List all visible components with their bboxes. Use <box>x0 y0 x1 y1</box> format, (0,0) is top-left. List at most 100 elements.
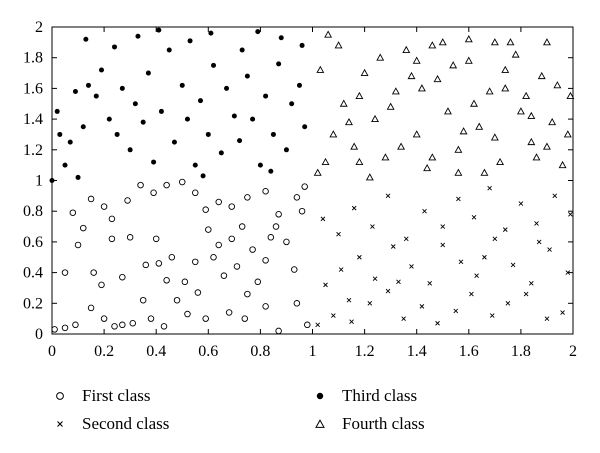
point-fourth-class <box>386 102 395 110</box>
point-third-class <box>145 70 151 76</box>
point-fourth-class <box>350 142 359 150</box>
legend: First class Second class Third class Fou… <box>0 378 600 448</box>
point-second-class <box>435 320 440 326</box>
point-fourth-class <box>334 41 343 49</box>
point-first-class <box>69 209 77 216</box>
point-fourth-class <box>475 122 484 130</box>
point-third-class <box>268 168 274 174</box>
point-first-class <box>147 315 155 322</box>
point-third-class <box>244 73 250 79</box>
point-third-class <box>151 159 157 165</box>
point-fourth-class <box>381 153 390 161</box>
point-fourth-class <box>496 157 505 166</box>
point-third-class <box>289 101 295 107</box>
point-first-class <box>87 195 95 203</box>
point-first-class <box>298 207 306 215</box>
point-second-class <box>385 288 391 294</box>
y-tick-label: 1.8 <box>23 50 43 67</box>
point-third-class <box>283 147 289 153</box>
point-second-class <box>510 262 516 268</box>
point-first-class <box>124 197 131 204</box>
point-fourth-class <box>553 81 562 89</box>
point-fourth-class <box>329 130 338 138</box>
filled-circle-icon <box>316 392 324 400</box>
point-first-class <box>194 289 202 296</box>
y-tick-label: 0.2 <box>23 295 43 312</box>
point-third-class <box>299 42 305 48</box>
legend-label: First class <box>82 386 151 405</box>
point-first-class <box>205 226 212 233</box>
point-third-class <box>57 131 63 137</box>
point-first-class <box>202 206 209 213</box>
point-first-class <box>293 194 301 201</box>
point-second-class <box>323 282 328 288</box>
point-fourth-class <box>532 153 541 161</box>
y-tick-label: 0 <box>35 326 43 343</box>
point-fourth-class <box>324 30 333 38</box>
point-fourth-class <box>516 107 525 115</box>
point-first-class <box>139 296 147 304</box>
point-fourth-class <box>480 168 489 176</box>
point-second-class <box>440 242 446 248</box>
point-first-class <box>244 194 251 201</box>
point-third-class <box>72 88 78 94</box>
point-first-class <box>74 241 82 249</box>
point-fourth-class <box>459 127 468 135</box>
point-fourth-class <box>438 38 447 46</box>
point-third-class <box>296 82 302 88</box>
point-fourth-class <box>501 65 510 73</box>
point-second-class <box>568 211 573 217</box>
point-first-class <box>173 296 181 304</box>
point-second-class <box>370 224 375 229</box>
point-fourth-class <box>371 114 379 123</box>
point-second-class <box>458 259 464 265</box>
point-fourth-class <box>464 56 473 64</box>
point-fourth-class <box>470 99 478 107</box>
point-fourth-class <box>345 117 353 126</box>
point-third-class <box>208 30 214 36</box>
point-second-class <box>487 185 492 191</box>
legend-item-second-class: Second class <box>52 412 169 436</box>
legend-item-fourth-class: Fourth class <box>312 412 425 436</box>
point-first-class <box>301 183 308 190</box>
point-fourth-class <box>537 71 546 80</box>
plot-frame <box>51 26 574 335</box>
point-third-class <box>112 44 118 50</box>
point-first-class <box>220 272 228 279</box>
point-fourth-class <box>527 137 536 146</box>
point-third-class <box>54 108 60 114</box>
point-fourth-class <box>454 145 463 153</box>
point-second-class <box>529 281 534 286</box>
x-tick-label: 0.2 <box>94 343 114 360</box>
point-first-class <box>184 310 191 318</box>
point-fourth-class <box>316 65 325 73</box>
point-third-class <box>200 173 206 179</box>
point-second-class <box>565 270 571 275</box>
x-tick-label: 0.8 <box>250 343 270 360</box>
point-first-class <box>51 326 58 333</box>
plot-axes: 0 0.2 0.4 0.6 0.8 1 1.2 1.4 1.6 1.8 2 0 0.2 0.4 0.6 0.8… <box>23 19 577 360</box>
point-second-class <box>536 239 542 245</box>
point-first-class <box>111 323 118 330</box>
legend-item-third-class: Third class <box>312 384 417 408</box>
point-second-class <box>502 227 508 232</box>
x-tick-label: 1.8 <box>511 343 531 360</box>
point-first-class <box>72 321 79 329</box>
point-first-class <box>100 315 108 322</box>
point-first-class <box>228 203 235 210</box>
point-first-class <box>90 269 97 276</box>
point-third-class <box>270 131 276 137</box>
point-third-class <box>239 47 245 53</box>
x-tick-label: 1.2 <box>355 343 375 360</box>
point-first-class <box>304 321 311 329</box>
point-first-class <box>210 253 217 261</box>
point-second-class <box>456 196 461 202</box>
point-first-class <box>215 198 222 206</box>
x-tick-label: 1 <box>309 343 317 360</box>
point-fourth-class <box>449 61 458 69</box>
scatter-chart: 0 0.2 0.4 0.6 0.8 1 1.2 1.4 1.6 1.8 2 0 0.2 0.4 0.6 0.8… <box>23 19 577 360</box>
point-third-class <box>75 174 81 180</box>
point-third-class <box>119 85 125 91</box>
y-tick-label: 0.4 <box>23 265 43 282</box>
point-second-class <box>505 300 511 306</box>
